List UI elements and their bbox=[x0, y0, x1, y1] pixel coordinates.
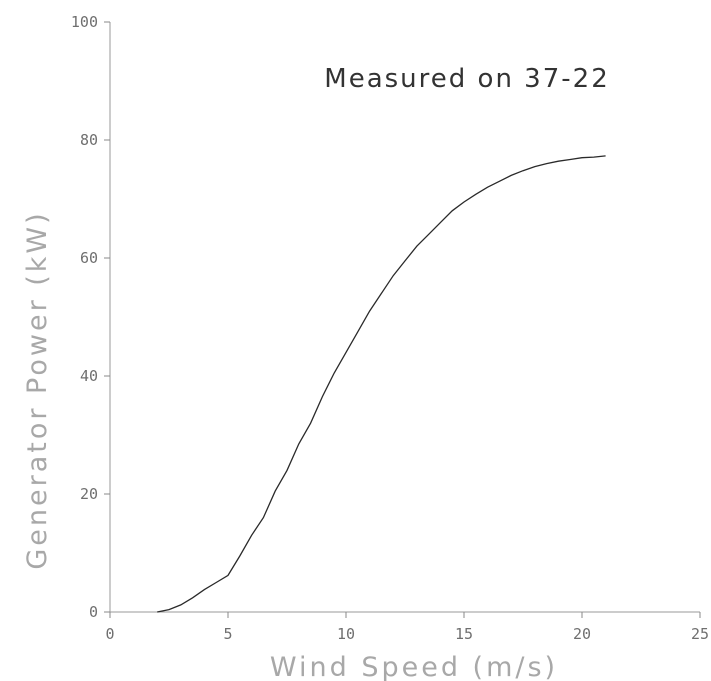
y-tick-label: 20 bbox=[80, 485, 98, 503]
power-curve-line bbox=[157, 155, 606, 613]
x-tick-label: 20 bbox=[573, 625, 591, 643]
y-tick-label: 40 bbox=[80, 367, 98, 385]
x-axis-title: Wind Speed (m/s) bbox=[270, 652, 558, 681]
x-tick-label: 5 bbox=[223, 625, 232, 643]
series-group bbox=[157, 155, 606, 613]
axes bbox=[109, 22, 700, 613]
x-ticks: 0 5 10 15 20 25 bbox=[105, 612, 709, 643]
x-tick-label: 15 bbox=[455, 625, 473, 643]
x-tick-label: 0 bbox=[105, 625, 114, 643]
chart-title: Measured on 37-22 bbox=[324, 64, 609, 94]
x-tick-label: 10 bbox=[337, 625, 355, 643]
y-tick-label: 80 bbox=[80, 131, 98, 149]
y-tick-label: 0 bbox=[89, 603, 98, 621]
y-axis-title: Generator Power (kW) bbox=[22, 210, 53, 569]
y-tick-label: 100 bbox=[71, 13, 98, 31]
x-tick-label: 25 bbox=[691, 625, 709, 643]
y-tick-label: 60 bbox=[80, 249, 98, 267]
y-ticks: 0 20 40 60 80 100 bbox=[71, 13, 110, 621]
